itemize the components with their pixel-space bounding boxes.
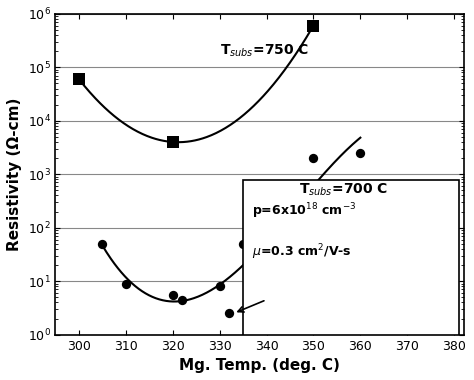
Point [216, 283, 223, 290]
Y-axis label: Resistivity (Ω-cm): Resistivity (Ω-cm) [7, 98, 22, 251]
Point [99, 241, 106, 247]
Point [169, 139, 176, 145]
Point [239, 241, 247, 247]
Point [75, 76, 82, 82]
Text: T$_{subs}$=750 C: T$_{subs}$=750 C [219, 43, 309, 59]
Point [310, 155, 317, 161]
X-axis label: Mg. Temp. (deg. C): Mg. Temp. (deg. C) [179, 358, 340, 373]
Point [225, 310, 233, 317]
Point [178, 297, 186, 303]
Text: T$_{subs}$=700 C: T$_{subs}$=700 C [300, 182, 389, 198]
Point [286, 212, 294, 218]
Point [122, 280, 129, 287]
Text: p=6x10$^{18}$ cm$^{-3}$: p=6x10$^{18}$ cm$^{-3}$ [253, 202, 357, 222]
Text: $\mu$=0.3 cm$^{2}$/V-s: $\mu$=0.3 cm$^{2}$/V-s [253, 242, 352, 261]
Point [169, 292, 176, 298]
Bar [243, 179, 459, 335]
Point [263, 257, 270, 263]
Point [356, 150, 364, 156]
Point [310, 22, 317, 28]
